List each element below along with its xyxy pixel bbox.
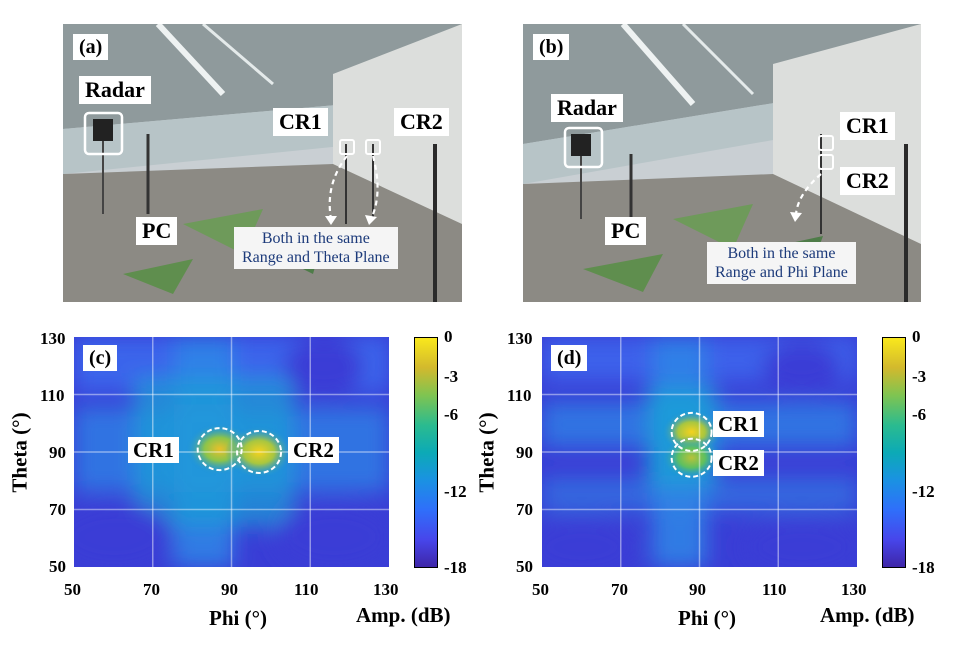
xtick-c-4: 130: [373, 580, 399, 599]
xtick-c-2: 90: [221, 580, 238, 599]
radar-label-a: Radar: [79, 76, 151, 104]
panel-tag-c: (c): [83, 345, 118, 371]
note-line2-b: Range and Phi Plane: [715, 264, 848, 281]
cbar-tick-c-3: -12: [444, 482, 467, 501]
peak-circle-cr2: [670, 437, 713, 478]
xtick-d-2: 90: [689, 580, 706, 599]
ytick-c-4: 50: [49, 557, 66, 576]
dashed-arrow-cr: [794, 173, 822, 215]
pc-label-b: PC: [605, 217, 647, 245]
cr1-highlight-box: [339, 139, 355, 155]
pc-label-a: PC: [136, 217, 178, 245]
radar-highlight-box: [83, 111, 124, 156]
cbar-tick-d-0: 0: [912, 327, 921, 346]
cbar-tick-d-1: -3: [912, 367, 927, 386]
ytick-d-2: 90: [516, 443, 533, 462]
cr2-label-d: CR2: [713, 450, 764, 476]
cr2-label-c: CR2: [288, 437, 339, 463]
annotation-note-b: Both in the same Range and Phi Plane: [707, 242, 856, 284]
photo-panel-b: (b) Radar CR1 CR2 PC Both in the same Ra…: [523, 24, 921, 302]
cr1-label-b: CR1: [840, 112, 895, 140]
cr2-label-b: CR2: [840, 167, 895, 195]
peak-circle-cr1: [670, 411, 713, 452]
cbar-tick-d-2: -6: [912, 405, 927, 424]
note-line1-a: Both in the same: [261, 230, 370, 247]
room-photo-a: [63, 24, 462, 302]
heatmap-panel-d: (d) CR1 CR2: [542, 337, 857, 567]
heatmap-plot-c: [74, 337, 389, 567]
ylabel-c: Theta (°): [7, 412, 32, 493]
cbar-tick-c-2: -6: [444, 405, 459, 424]
photo-panel-a: (a) Radar CR1 CR2 PC Both in the same Ra…: [63, 24, 462, 302]
xlabel-c: Phi (°): [209, 606, 267, 630]
colorbar-label-c: Amp. (dB): [356, 603, 451, 627]
panel-tag-d: (d): [551, 345, 588, 371]
annotation-note-a: Both in the same Range and Theta Plane: [234, 227, 398, 269]
ytick-d-1: 110: [507, 386, 532, 405]
panel-tag-b: (b): [533, 34, 570, 60]
radar-label-b: Radar: [551, 94, 623, 122]
ytick-d-0: 130: [507, 329, 533, 348]
ytick-d-4: 50: [516, 557, 533, 576]
heatmap-peaks-c: [185, 423, 294, 478]
cr1-highlight-box: [818, 135, 834, 151]
peak-circles-d: [670, 411, 713, 478]
ylabel-d: Theta (°): [474, 412, 499, 493]
heatmap-grid-d: [542, 337, 857, 567]
xlabel-d: Phi (°): [678, 606, 736, 630]
cr1-label-c: CR1: [128, 437, 179, 463]
colorbar-c: [414, 337, 438, 568]
xtick-c-1: 70: [143, 580, 160, 599]
heatmap-plot-d: [542, 337, 857, 567]
cbar-tick-c-1: -3: [444, 367, 459, 386]
xtick-d-1: 70: [611, 580, 628, 599]
cbar-tick-d-3: -12: [912, 482, 935, 501]
peak-circle-cr2: [236, 430, 283, 474]
xtick-d-3: 110: [762, 580, 787, 599]
note-line1-b: Both in the same: [727, 245, 836, 262]
colorbar-d: [882, 337, 906, 568]
xtick-d-0: 50: [532, 580, 549, 599]
xtick-d-4: 130: [841, 580, 867, 599]
ytick-d-3: 70: [516, 500, 533, 519]
ytick-c-0: 130: [40, 329, 66, 348]
cr2-highlight-box: [365, 139, 381, 155]
note-line2-a: Range and Theta Plane: [242, 249, 390, 266]
xtick-c-3: 110: [294, 580, 319, 599]
ytick-c-3: 70: [49, 500, 66, 519]
peak-circle-cr1: [196, 427, 243, 472]
cr2-highlight-box: [818, 154, 834, 170]
heatmap-panel-c: (c) CR1 CR2: [74, 337, 389, 567]
cbar-tick-c-0: 0: [444, 327, 453, 346]
cbar-tick-d-4: -18: [912, 558, 935, 577]
heatmap-peaks-d: [661, 409, 722, 480]
panel-tag-a: (a): [73, 34, 109, 60]
peak-blob-cr2: [661, 435, 722, 480]
cr1-label-a: CR1: [273, 108, 328, 136]
cr2-label-a: CR2: [394, 108, 449, 136]
cbar-tick-c-4: -18: [444, 558, 467, 577]
radar-highlight-box: [563, 126, 604, 169]
colorbar-label-d: Amp. (dB): [820, 603, 915, 627]
ytick-c-2: 90: [49, 443, 66, 462]
cr1-label-d: CR1: [713, 411, 764, 437]
peak-circles-c: [196, 427, 283, 474]
ytick-c-1: 110: [40, 386, 65, 405]
xtick-c-0: 50: [64, 580, 81, 599]
